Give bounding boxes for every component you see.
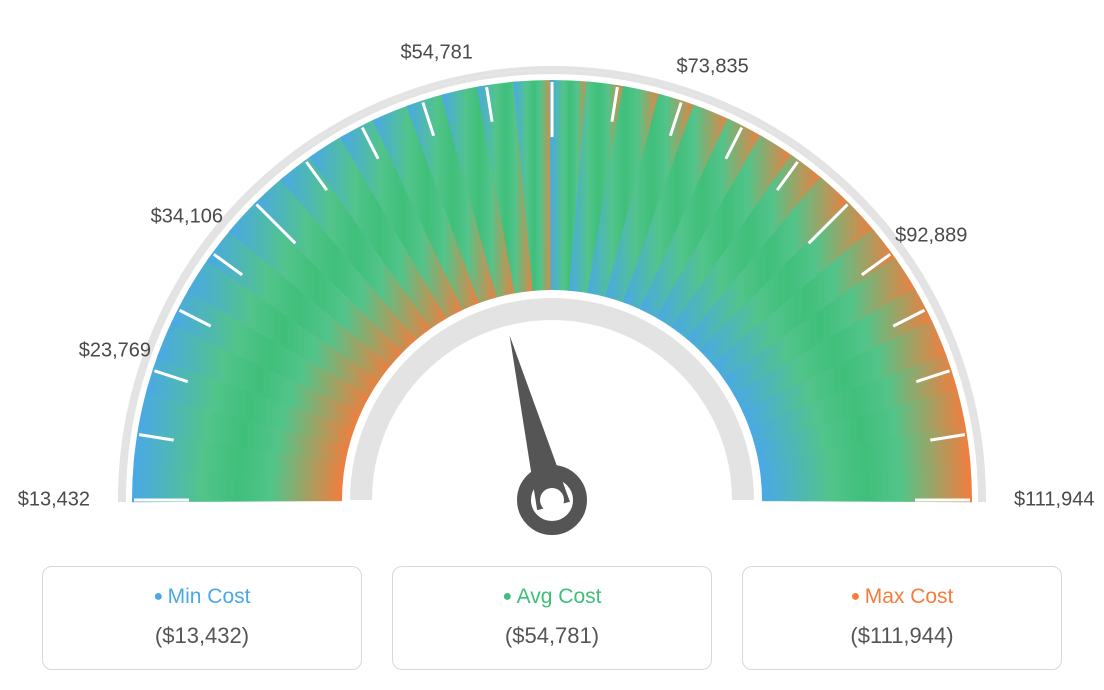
legend-row: Min Cost ($13,432) Avg Cost ($54,781) Ma… [0,566,1104,670]
scale-label: $111,944 [1014,489,1094,512]
legend-card-max: Max Cost ($111,944) [742,566,1062,670]
legend-card-avg: Avg Cost ($54,781) [392,566,712,670]
gauge-chart: $13,432 $23,769 $34,106 $54,781 $73,835 $92,8… [0,0,1104,530]
legend-min-title: Min Cost [53,585,351,609]
scale-label: $54,781 [401,41,473,64]
legend-avg-title: Avg Cost [403,585,701,609]
legend-min-value: ($13,432) [53,623,351,649]
legend-max-value: ($111,944) [753,623,1051,649]
scale-label: $73,835 [677,55,749,78]
gauge-svg [72,40,1032,560]
scale-label: $13,432 [18,489,90,512]
legend-avg-value: ($54,781) [403,623,701,649]
scale-label: $23,769 [79,339,151,362]
legend-max-title: Max Cost [753,585,1051,609]
scale-label: $34,106 [151,206,223,229]
scale-label: $92,889 [895,225,967,248]
legend-card-min: Min Cost ($13,432) [42,566,362,670]
